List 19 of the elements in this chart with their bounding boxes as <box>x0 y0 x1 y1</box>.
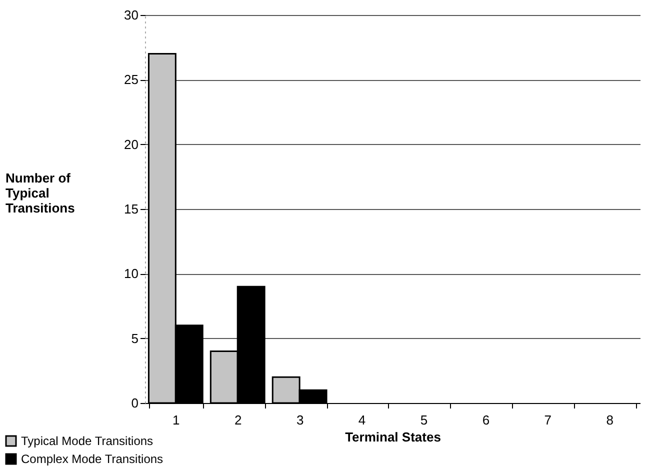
x-tick-label: 5 <box>420 412 428 428</box>
y-tick-label: 0 <box>131 396 138 410</box>
x-tick-label: 1 <box>172 412 180 428</box>
legend-label: Typical Mode Transitions <box>21 434 154 448</box>
x-tick-label: 4 <box>358 412 366 428</box>
x-axis-title: Terminal States <box>345 430 441 444</box>
x-tick-label: 6 <box>482 412 490 428</box>
x-tick-label: 8 <box>606 412 614 428</box>
y-axis-title: Number of Typical Transitions <box>6 170 75 216</box>
y-tick-label: 10 <box>124 266 138 282</box>
y-tick-label: 20 <box>124 136 138 152</box>
y-tick-label: 15 <box>124 202 138 216</box>
x-tick-label: 2 <box>234 412 242 428</box>
x-tick-label: 3 <box>296 412 304 428</box>
x-tick-label: 7 <box>544 412 552 428</box>
legend-label: Complex Mode Transitions <box>21 452 164 466</box>
y-tick-label: 25 <box>124 72 138 88</box>
y-tick-label: 5 <box>131 330 138 346</box>
y-tick-label: 30 <box>124 8 138 22</box>
